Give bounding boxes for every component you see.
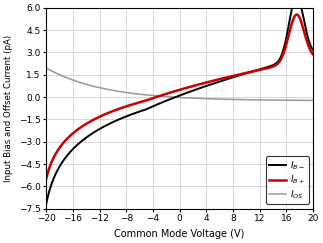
Y-axis label: Input Bias and Offset Current (pA): Input Bias and Offset Current (pA)	[4, 35, 13, 182]
$I_{B-}$	[228, 77, 232, 80]
$I_{OS}$	[44, 67, 48, 69]
Line: $I_{B-}$: $I_{B-}$	[46, 8, 313, 204]
$I_{OS}$	[162, 95, 166, 98]
$I_{OS}$	[71, 79, 75, 82]
$I_{B+}$	[252, 69, 256, 72]
$I_{B+}$	[44, 177, 48, 180]
$I_{B+}$	[162, 93, 166, 96]
Line: $I_{OS}$: $I_{OS}$	[46, 68, 313, 100]
$I_{OS}$	[311, 99, 315, 102]
$I_{B-}$	[257, 68, 261, 71]
$I_{B+}$	[152, 96, 156, 99]
$I_{B-}$	[71, 147, 75, 150]
$I_{OS}$	[252, 98, 256, 101]
Legend: $I_{B-}$, $I_{B+}$, $I_{OS}$: $I_{B-}$, $I_{B+}$, $I_{OS}$	[266, 156, 309, 204]
$I_{B-}$	[311, 49, 315, 52]
Line: $I_{B+}$: $I_{B+}$	[46, 15, 313, 179]
$I_{B+}$	[295, 13, 298, 16]
$I_{B-}$	[152, 104, 156, 107]
$I_{OS}$	[152, 94, 156, 97]
$I_{B+}$	[257, 69, 261, 71]
$I_{OS}$	[257, 98, 261, 101]
X-axis label: Common Mode Voltage (V): Common Mode Voltage (V)	[114, 229, 245, 239]
$I_{B-}$	[44, 203, 48, 206]
$I_{B-}$	[290, 6, 294, 9]
$I_{B+}$	[228, 75, 232, 78]
$I_{B+}$	[71, 131, 75, 134]
$I_{B-}$	[162, 100, 166, 103]
$I_{B-}$	[252, 69, 256, 72]
$I_{OS}$	[228, 98, 232, 101]
$I_{B+}$	[311, 53, 315, 56]
